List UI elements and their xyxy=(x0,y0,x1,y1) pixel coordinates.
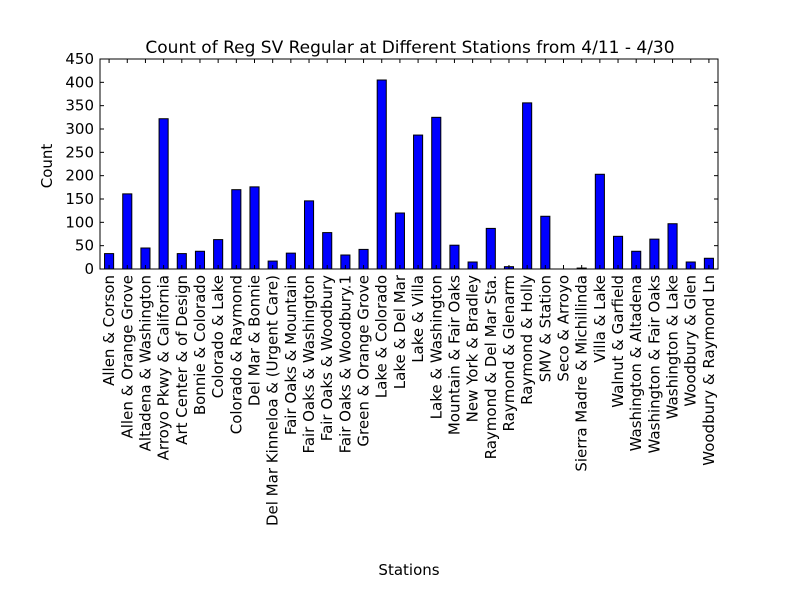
x-tick-label: Raymond & Glenarm xyxy=(500,275,518,431)
y-tick-label: 150 xyxy=(65,190,94,208)
x-tick-label: Fair Oaks & Woodbury.1 xyxy=(336,275,354,453)
y-axis-label: Count xyxy=(38,144,56,189)
x-tick-label: Villa & Lake xyxy=(591,275,609,363)
bar xyxy=(485,227,496,270)
y-tick-label: 100 xyxy=(65,213,94,231)
bar xyxy=(213,239,224,270)
bar xyxy=(594,173,605,270)
bar xyxy=(522,102,533,270)
x-tick-label: Arroyo Pkwy & California xyxy=(155,275,173,460)
bar xyxy=(649,238,660,270)
bar xyxy=(667,223,678,270)
y-tick-label: 200 xyxy=(65,167,94,185)
x-axis-label: Stations xyxy=(378,561,439,579)
x-tick-label: Fair Oaks & Washington xyxy=(300,275,318,453)
x-tick-label: SMV & Station xyxy=(536,275,554,382)
bar xyxy=(249,186,260,270)
x-tick-label: Colorado & Lake xyxy=(209,275,227,398)
bar xyxy=(394,212,405,270)
bar xyxy=(122,193,133,270)
y-tick-label: 450 xyxy=(65,50,94,68)
x-tick-label: Fair Oaks & Mountain xyxy=(282,275,300,435)
x-tick-label: Art Center & of Design xyxy=(173,275,191,445)
y-tick-label: 250 xyxy=(65,143,94,161)
x-tick-label: New York & Bradley xyxy=(464,275,482,422)
x-tick-label: Del Mar & Bonnie xyxy=(246,275,264,406)
x-tick-label: Lake & Del Mar xyxy=(391,274,409,389)
x-tick-label: Woodbury & Raymond Ln xyxy=(700,275,718,466)
bars-layer xyxy=(104,79,714,270)
y-tick-label: 0 xyxy=(84,260,94,278)
x-tick-label: Mountain & Fair Oaks xyxy=(445,275,463,435)
bar xyxy=(413,134,424,270)
x-tick-label: Allen & Corson xyxy=(100,275,118,386)
bar xyxy=(322,232,333,270)
bar xyxy=(612,235,624,270)
chart-title: Count of Reg SV Regular at Different Sta… xyxy=(145,38,674,58)
x-tick-label: Bonnie & Colorado xyxy=(191,275,209,415)
bar xyxy=(376,79,387,270)
x-tick-label: Green & Orange Grove xyxy=(355,275,373,447)
bar xyxy=(231,189,242,270)
x-tick-label: Woodbury & Glen xyxy=(682,275,700,407)
x-tick-label: Sierra Madre & Michillinda xyxy=(573,275,591,472)
x-tick-label: Fair Oaks & Woodbury xyxy=(318,275,336,441)
x-tick-label: Washington & Lake xyxy=(664,275,682,419)
x-tick-label: Colorado & Raymond xyxy=(227,275,245,434)
y-tick-label: 50 xyxy=(75,237,94,255)
x-tick-label: Lake & Villa xyxy=(409,275,427,363)
x-tick-label: Washington & Fair Oaks xyxy=(645,275,663,454)
x-tick-label: Washington & Altadena xyxy=(627,275,645,451)
x-tick-label: Walnut & Garfield xyxy=(609,275,627,408)
y-axis-ticks: 0 50 100 150 200 250 300 350 400 450 xyxy=(65,50,718,278)
y-tick-label: 350 xyxy=(65,97,94,115)
x-tick-label: Lake & Colorado xyxy=(373,275,391,398)
x-tick-label: Del Mar Kinneloa & (Urgent Care) xyxy=(264,275,282,526)
y-tick-label: 400 xyxy=(65,73,94,91)
x-axis-ticks: Allen & Corson Allen & Orange Grove Altade… xyxy=(100,59,718,526)
x-tick-label: Seco & Arroyo xyxy=(555,275,573,382)
x-tick-label: Lake & Washington xyxy=(427,275,445,419)
bar xyxy=(158,118,169,270)
x-tick-label: Raymond & Del Mar Sta. xyxy=(482,275,500,459)
y-tick-label: 300 xyxy=(65,120,94,138)
x-tick-label: Altadena & Washington xyxy=(136,275,154,451)
x-tick-label: Raymond & Holly xyxy=(518,275,536,405)
x-tick-label: Allen & Orange Grove xyxy=(118,275,136,439)
bar xyxy=(431,116,442,270)
plot-area-frame xyxy=(99,58,719,270)
bar xyxy=(303,200,315,270)
bar xyxy=(540,215,551,270)
